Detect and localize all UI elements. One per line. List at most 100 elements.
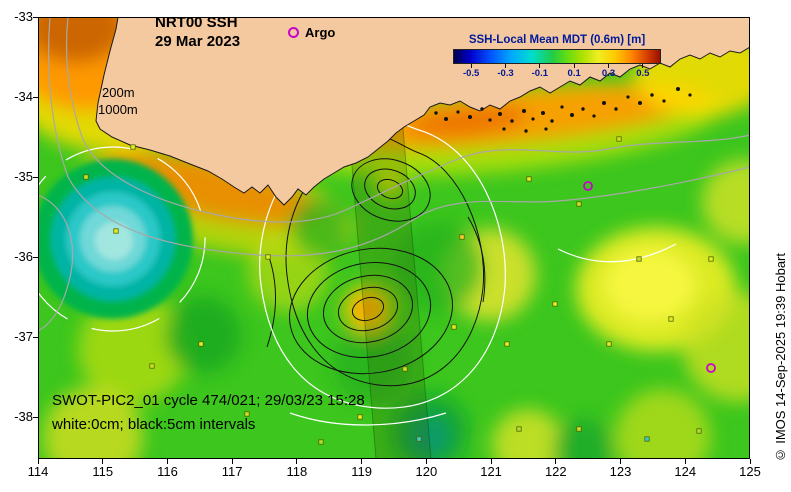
map-frame — [38, 17, 750, 459]
argo-legend-label: Argo — [305, 25, 336, 40]
y-axis-tick-label: -36 — [14, 249, 33, 264]
observation-square-marker — [113, 228, 119, 234]
x-axis-tick-mark — [425, 459, 427, 464]
argo-float-marker — [706, 363, 716, 373]
x-axis-tick-mark — [231, 459, 233, 464]
x-axis-tick-label: 124 — [674, 464, 697, 479]
x-axis-tick-label: 122 — [544, 464, 567, 479]
depth-label-200m: 200m — [102, 85, 135, 100]
swath-annotation-line2: white:0cm; black:5cm intervals — [52, 416, 256, 433]
x-axis-tick-label: 115 — [92, 464, 114, 479]
colorbar-tick-mark — [470, 64, 472, 68]
observation-square-marker — [357, 414, 363, 420]
colorbar-gradient — [453, 49, 661, 64]
cold-core-eddy — [38, 159, 193, 319]
bathy-contour-200m — [65, 17, 750, 223]
observation-square-marker — [149, 363, 155, 369]
colorbar-title: SSH-Local Mean MDT (0.6m) [m] — [468, 34, 646, 46]
colorbar-ticks: -0.5 -0.3 -0.1 0.1 0.3 0.5 — [454, 64, 660, 82]
x-axis-tick-label: 119 — [351, 464, 372, 479]
bathy-contour-loop — [38, 194, 74, 332]
x-axis-tick-mark — [555, 459, 557, 464]
y-axis-tick-label: -38 — [14, 409, 33, 424]
observation-square-marker — [130, 144, 136, 150]
colorbar-tick-mark — [505, 64, 506, 68]
map-plot: NRT00 SSH 29 Mar 2023 Argo SSH-Local Mea… — [38, 14, 750, 459]
ssh-contours-white — [38, 115, 677, 426]
observation-square-marker — [318, 439, 324, 445]
colorbar: SSH-Local Mean MDT (0.6m) [m] -0.5 -0.3 -0… — [432, 34, 682, 82]
colorbar-tick-mark — [642, 64, 644, 68]
observation-square-marker — [83, 174, 89, 180]
swath-annotation-line1: SWOT-PIC2_01 cycle 474/021; 29/03/23 15:… — [52, 392, 365, 409]
observation-square-marker — [606, 341, 612, 347]
island-dots — [434, 87, 692, 133]
x-axis-tick-mark — [490, 459, 492, 464]
x-axis-tick-mark — [37, 459, 39, 464]
y-axis-tick-mark — [33, 176, 38, 178]
x-axis-tick-label: 125 — [739, 464, 761, 479]
argo-float-marker — [583, 181, 593, 191]
colorbar-tick-label: -0.5 — [462, 68, 480, 79]
argo-float-markers — [583, 181, 716, 373]
credit-text: © IMOS 14-Sep-2025 19:39 Hobart — [773, 252, 788, 462]
colorbar-tick-mark — [539, 64, 541, 68]
y-axis-tick-mark — [33, 336, 38, 338]
x-axis-tick-mark — [684, 459, 686, 464]
bathymetry-contours — [38, 17, 750, 332]
x-axis-tick-mark — [296, 459, 298, 464]
y-axis-tick-label: -33 — [14, 9, 33, 24]
colorbar-tick-label: -0.1 — [531, 68, 549, 79]
observation-square-marker — [708, 256, 714, 262]
observation-square-marker — [526, 176, 532, 182]
observation-square-marker — [402, 366, 408, 372]
x-axis-tick-mark — [102, 459, 104, 464]
x-axis-tick-label: 118 — [286, 464, 308, 479]
y-axis-tick-label: -35 — [14, 169, 33, 184]
x-axis-tick-mark — [749, 459, 751, 464]
x-axis-tick-label: 116 — [157, 464, 178, 479]
observation-square-marker — [416, 436, 422, 442]
y-axis-tick-label: -37 — [14, 329, 33, 344]
bathy-contour-1000m — [47, 17, 750, 257]
argo-legend: Argo — [288, 25, 335, 40]
observation-square-marker — [244, 411, 250, 417]
observation-square-marker — [265, 254, 271, 260]
plot-title: NRT00 SSH 29 Mar 2023 — [155, 13, 240, 51]
observation-square-marker — [198, 341, 204, 347]
observation-square-marker — [459, 234, 465, 240]
x-axis-tick-mark — [361, 459, 363, 464]
x-axis-tick-mark — [166, 459, 168, 464]
y-axis-tick-mark — [33, 256, 38, 258]
map-canvas — [38, 17, 750, 459]
argo-legend-marker-icon — [288, 27, 299, 38]
observation-square-marker — [516, 426, 522, 432]
colorbar-tick-mark — [573, 64, 575, 68]
observation-square-marker — [576, 426, 582, 432]
x-axis-tick-label: 121 — [480, 464, 502, 479]
colorbar-tick-label: 0.1 — [567, 68, 581, 79]
ssh-contours-black — [266, 135, 486, 387]
x-axis-tick-label: 123 — [609, 464, 632, 479]
observation-square-marker — [644, 436, 650, 442]
plot-title-line2: 29 Mar 2023 — [155, 33, 241, 50]
x-axis-tick-label: 117 — [221, 464, 243, 479]
y-axis-tick-mark — [33, 96, 38, 98]
observation-square-marker — [636, 256, 642, 262]
observation-square-marker — [552, 301, 558, 307]
colorbar-tick-label: -0.3 — [497, 68, 514, 79]
observation-square-marker — [616, 136, 622, 142]
observation-square-marker — [504, 341, 510, 347]
land-australia — [95, 17, 750, 206]
plot-title-line1: NRT00 SSH — [155, 14, 238, 31]
colorbar-tick-label: 0.5 — [636, 68, 650, 79]
y-axis-tick-label: -34 — [14, 89, 33, 104]
observation-square-marker — [696, 428, 702, 434]
x-axis-tick-mark — [620, 459, 622, 464]
swot-swath-band — [347, 105, 431, 459]
observation-markers — [83, 136, 714, 445]
observation-square-marker — [576, 201, 582, 207]
observation-square-marker — [668, 316, 674, 322]
y-axis-tick-mark — [33, 416, 38, 418]
